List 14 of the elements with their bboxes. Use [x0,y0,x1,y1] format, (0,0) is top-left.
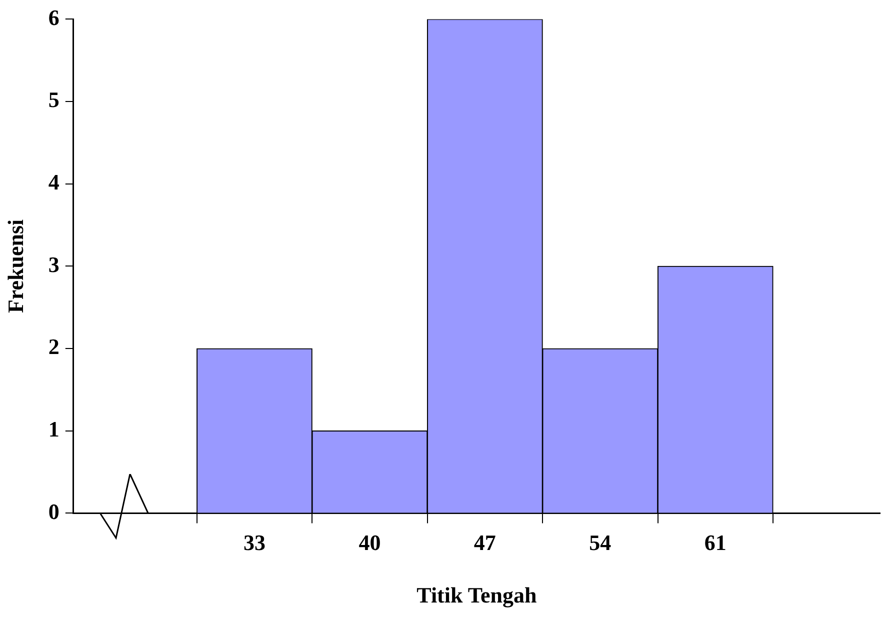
x-axis-title: Titik Tengah [416,582,537,608]
y-tick-label: 6 [48,4,60,30]
x-tick-label: 61 [704,530,726,556]
x-tick-label: 47 [474,530,496,556]
y-tick-label: 4 [48,170,60,195]
y-tick-label: 5 [48,87,60,112]
y-tick-label: 3 [48,252,60,277]
y-axis-title: Frekuensi [2,219,28,314]
x-tick-label: 33 [243,530,266,556]
x-tick-label: 54 [589,530,612,556]
x-tick-label: 40 [358,530,381,556]
y-tick-label: 2 [48,334,60,360]
y-tick-label: 1 [48,416,60,442]
y-tick-label: 0 [48,498,60,524]
